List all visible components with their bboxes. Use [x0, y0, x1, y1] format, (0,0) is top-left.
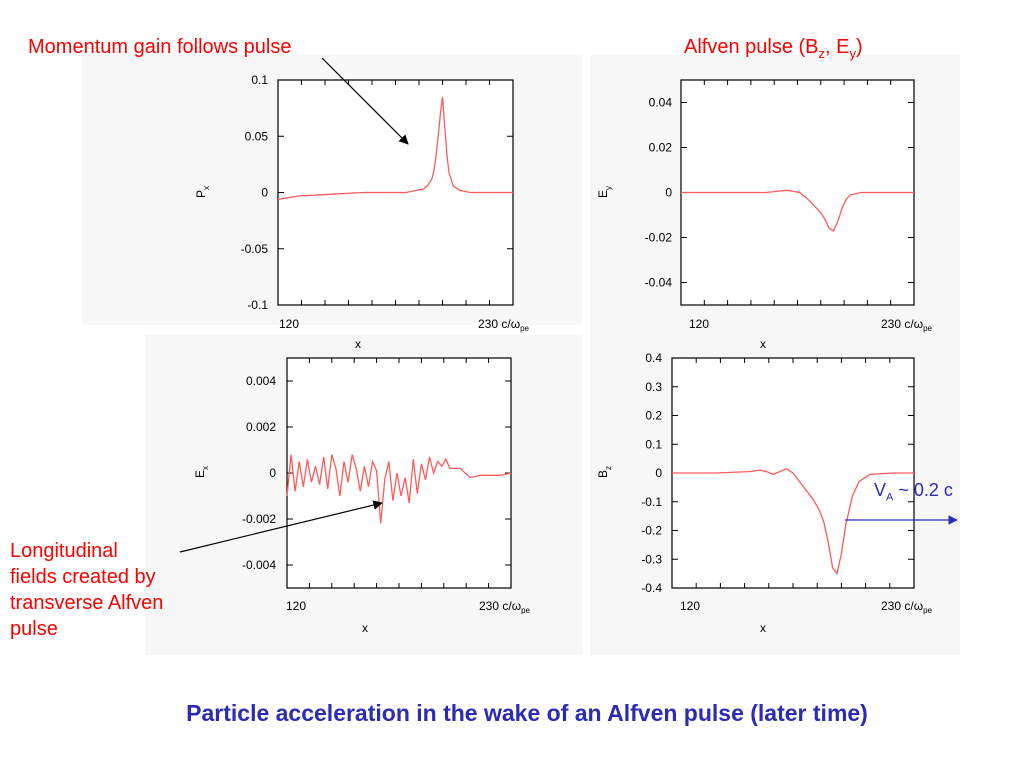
y-axis-label-sub-2: y: [604, 186, 613, 190]
y-tick-label-4-6: -0.2: [641, 524, 662, 538]
y-tick-label-2-0: 0.04: [649, 96, 673, 110]
series-line-2-0: [681, 189, 914, 232]
y-axis-label-main-3: E: [193, 470, 207, 478]
y-tick-label-3-1: 0.002: [246, 420, 276, 434]
y-tick-label-3-3: -0.002: [242, 512, 276, 526]
longitudinal-annotation: Longitudinal fields created by transvers…: [10, 538, 163, 642]
y-tick-label-4-7: -0.3: [641, 552, 662, 566]
y-tick-label-4-1: 0.3: [645, 380, 662, 394]
y-tick-label-1-4: -0.1: [247, 298, 268, 312]
series-line-3-0: [286, 454, 512, 524]
y-tick-label-2-2: 0: [665, 186, 672, 200]
alfven-title-sub-z: z: [818, 46, 826, 61]
plot-frame-3: [286, 357, 512, 589]
series-line-4-0: [672, 467, 914, 576]
y-tick-label-2-4: -0.04: [645, 276, 673, 290]
alfven-title-mid: , E: [825, 36, 850, 58]
va-sub: A: [886, 491, 894, 504]
x-left-label-1: 120: [279, 317, 299, 331]
x-right-label-main-2: 230 c/ω: [881, 317, 923, 331]
y-axis-label-4: Bz: [596, 466, 613, 478]
va-main: V: [874, 480, 887, 500]
alfven-title-sub-y: y: [849, 46, 856, 61]
va-rest: ~ 0.2 c: [893, 480, 953, 500]
x-right-label-main-1: 230 c/ω: [478, 317, 520, 331]
y-axis-label-1: Px: [194, 186, 211, 198]
x-right-label-sub-4: pe: [923, 606, 932, 615]
y-tick-label-1-2: 0: [261, 186, 268, 200]
x-right-label-sub-3: pe: [521, 606, 530, 615]
x-right-label-2: 230 c/ωpe: [881, 317, 933, 333]
y-axis-label-sub-4: z: [604, 466, 613, 470]
x-axis-title-2: x: [760, 337, 766, 351]
x-right-label-main-4: 230 c/ω: [881, 599, 923, 613]
y-tick-label-4-3: 0.1: [645, 437, 662, 451]
y-tick-label-2-1: 0.02: [649, 141, 673, 155]
y-tick-label-3-0: 0.004: [246, 374, 276, 388]
y-tick-label-3-4: -0.004: [242, 558, 276, 572]
longitudinal-line-1: Longitudinal: [10, 540, 118, 562]
y-tick-label-2-3: -0.02: [645, 231, 673, 245]
y-axis-label-main-4: B: [596, 470, 610, 478]
momentum-arrow: [321, 57, 409, 145]
longitudinal-line-3: transverse Alfven: [10, 592, 164, 614]
longitudinal-arrow: [179, 500, 383, 553]
alfven-pulse-annotation: Alfven pulse (Bz, Ey): [684, 36, 863, 61]
y-tick-label-4-5: -0.1: [641, 495, 662, 509]
y-tick-label-4-4: 0: [655, 466, 662, 480]
x-right-label-3: 230 c/ωpe: [479, 599, 531, 615]
y-tick-label-3-2: 0: [269, 466, 276, 480]
x-left-label-3: 120: [286, 599, 306, 613]
alfven-title-suffix: ): [855, 36, 863, 58]
y-axis-label-3: Ex: [193, 466, 210, 478]
y-tick-label-1-1: 0.05: [245, 129, 269, 143]
y-axis-label-sub-1: x: [202, 186, 211, 190]
x-right-label-4: 230 c/ωpe: [881, 599, 933, 615]
alfven-velocity-label: VA ~ 0.2 c: [874, 480, 953, 504]
momentum-annotation: Momentum gain follows pulse: [28, 36, 292, 58]
y-tick-label-4-8: -0.4: [641, 581, 662, 595]
x-right-label-main-3: 230 c/ω: [479, 599, 521, 613]
series-line-1-0: [277, 96, 513, 200]
x-left-label-4: 120: [680, 599, 700, 613]
y-tick-label-4-2: 0.2: [645, 409, 662, 423]
x-right-label-sub-2: pe: [923, 324, 932, 333]
alfven-title-prefix: Alfven pulse (B: [684, 36, 819, 58]
longitudinal-line-4: pulse: [10, 618, 58, 640]
x-left-label-2: 120: [689, 317, 709, 331]
y-axis-label-sub-3: x: [201, 466, 210, 470]
x-right-label-sub-1: pe: [520, 324, 529, 333]
x-axis-title-4: x: [760, 621, 766, 635]
y-tick-label-1-0: 0.1: [251, 73, 268, 87]
y-axis-label-main-1: P: [194, 190, 208, 198]
x-axis-title-3: x: [362, 621, 368, 635]
x-right-label-1: 230 c/ωpe: [478, 317, 530, 333]
y-tick-label-1-3: -0.05: [241, 242, 269, 256]
y-tick-label-4-0: 0.4: [645, 351, 662, 365]
slide-title: Particle acceleration in the wake of an …: [186, 700, 868, 726]
x-axis-title-1: x: [355, 337, 361, 351]
y-axis-label-2: Ey: [596, 186, 613, 198]
y-axis-label-main-2: E: [596, 190, 610, 198]
longitudinal-line-2: fields created by: [10, 566, 156, 588]
